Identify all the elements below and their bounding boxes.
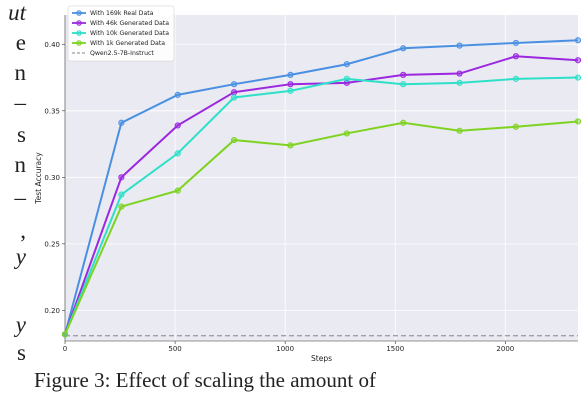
y-tick-label: 0.20 xyxy=(44,307,60,315)
data-point xyxy=(287,142,294,149)
series-line xyxy=(64,120,579,335)
legend-marker xyxy=(76,10,82,16)
legend-label: With 1k Generated Data xyxy=(90,40,165,47)
x-tick-label: 0 xyxy=(63,345,67,353)
left-text-fragment: n xyxy=(14,152,27,177)
data-point xyxy=(574,74,582,81)
legend-label: With 46k Generated Data xyxy=(90,20,169,27)
left-text-fragment: y xyxy=(15,312,26,337)
data-point xyxy=(400,45,407,52)
left-text-fragment: e xyxy=(15,30,26,55)
series-line xyxy=(64,76,579,335)
x-tick-label: 2000 xyxy=(496,345,514,353)
legend-label: With 169k Real Data xyxy=(90,10,154,17)
legend: With 169k Real Data With 46k Generated Da… xyxy=(67,5,175,62)
data-point xyxy=(400,71,407,78)
data-point xyxy=(174,187,181,194)
series-line xyxy=(64,55,579,335)
data-point xyxy=(512,123,520,130)
data-point xyxy=(287,81,294,88)
x-tick-label: 1000 xyxy=(276,345,294,353)
left-text-fragment: – xyxy=(14,90,27,115)
data-point xyxy=(61,331,69,338)
legend-box xyxy=(67,5,175,62)
data-point xyxy=(574,37,582,44)
data-point xyxy=(456,127,463,134)
left-text-fragment: – xyxy=(14,185,27,210)
data-point xyxy=(118,203,125,210)
series-1k-generated xyxy=(61,118,582,338)
data-point xyxy=(343,75,350,82)
data-point xyxy=(400,81,407,88)
left-text-fragment: , xyxy=(20,218,26,243)
y-axis-title: Test Accuracy xyxy=(34,152,43,205)
data-point xyxy=(400,119,407,126)
data-point xyxy=(512,39,520,47)
legend-label: Qwen2.5-7B-Instruct xyxy=(90,50,154,57)
data-point xyxy=(174,150,181,157)
data-point xyxy=(574,57,582,64)
data-point xyxy=(230,94,238,101)
x-axis-title: Steps xyxy=(311,354,332,363)
data-point xyxy=(174,122,181,129)
x-tick-label: 500 xyxy=(168,345,181,353)
y-tick-label: 0.40 xyxy=(44,41,60,49)
left-text-fragment: y xyxy=(15,244,26,269)
y-tick-label: 0.35 xyxy=(44,107,60,115)
data-point xyxy=(230,136,238,144)
left-column-text: ut e n – s n –, y y s xyxy=(0,0,30,400)
data-point xyxy=(287,87,294,94)
y-tick-label: 0.25 xyxy=(44,240,60,248)
left-text-fragment: s xyxy=(17,122,26,147)
data-point xyxy=(512,53,520,60)
data-point xyxy=(230,81,238,88)
legend-marker xyxy=(76,30,82,36)
legend-marker xyxy=(76,20,82,26)
series-line xyxy=(64,39,579,335)
left-text-fragment: ut xyxy=(8,0,26,25)
data-point xyxy=(456,70,463,77)
plot-area xyxy=(65,15,578,341)
data-point xyxy=(456,42,463,49)
data-point xyxy=(230,89,238,96)
data-point xyxy=(456,79,463,86)
data-point xyxy=(343,130,350,137)
data-point xyxy=(118,191,125,198)
data-point xyxy=(574,118,582,125)
data-point xyxy=(343,61,350,68)
figure-caption: Figure 3: Effect of scaling the amount o… xyxy=(34,368,376,392)
series-46k-generated xyxy=(61,53,582,338)
data-point xyxy=(174,91,181,98)
left-text-fragment: n xyxy=(14,60,27,85)
y-tick-label: 0.30 xyxy=(44,174,60,182)
legend-label: With 10k Generated Data xyxy=(90,30,169,37)
data-point xyxy=(512,75,520,82)
data-point xyxy=(118,174,125,181)
left-text-fragment: s xyxy=(17,340,26,365)
x-tick-label: 1500 xyxy=(386,345,404,353)
series-10k-generated xyxy=(61,74,582,338)
legend-marker xyxy=(76,40,82,46)
data-point xyxy=(118,119,125,126)
data-point xyxy=(287,71,294,78)
